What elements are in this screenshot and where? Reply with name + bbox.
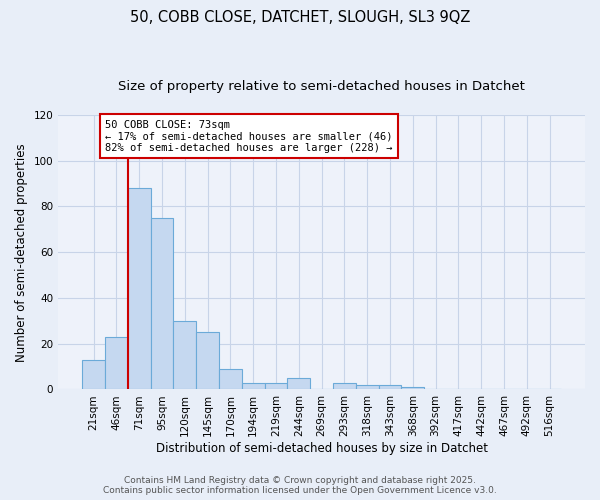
Bar [401,387,424,390]
Title: Size of property relative to semi-detached houses in Datchet: Size of property relative to semi-detach… [118,80,525,93]
Bar [333,382,356,390]
Bar [379,385,401,390]
Bar [356,385,379,390]
Bar [265,382,287,390]
Bar [287,378,310,390]
Text: 50 COBB CLOSE: 73sqm
← 17% of semi-detached houses are smaller (46)
82% of semi-: 50 COBB CLOSE: 73sqm ← 17% of semi-detac… [105,120,392,153]
Bar [105,337,128,390]
Text: Contains HM Land Registry data © Crown copyright and database right 2025.
Contai: Contains HM Land Registry data © Crown c… [103,476,497,495]
Text: 50, COBB CLOSE, DATCHET, SLOUGH, SL3 9QZ: 50, COBB CLOSE, DATCHET, SLOUGH, SL3 9QZ [130,10,470,25]
Bar [151,218,173,390]
Bar [219,369,242,390]
X-axis label: Distribution of semi-detached houses by size in Datchet: Distribution of semi-detached houses by … [155,442,488,455]
Bar [128,188,151,390]
Bar [173,321,196,390]
Bar [242,382,265,390]
Bar [196,332,219,390]
Bar [82,360,105,390]
Y-axis label: Number of semi-detached properties: Number of semi-detached properties [15,143,28,362]
